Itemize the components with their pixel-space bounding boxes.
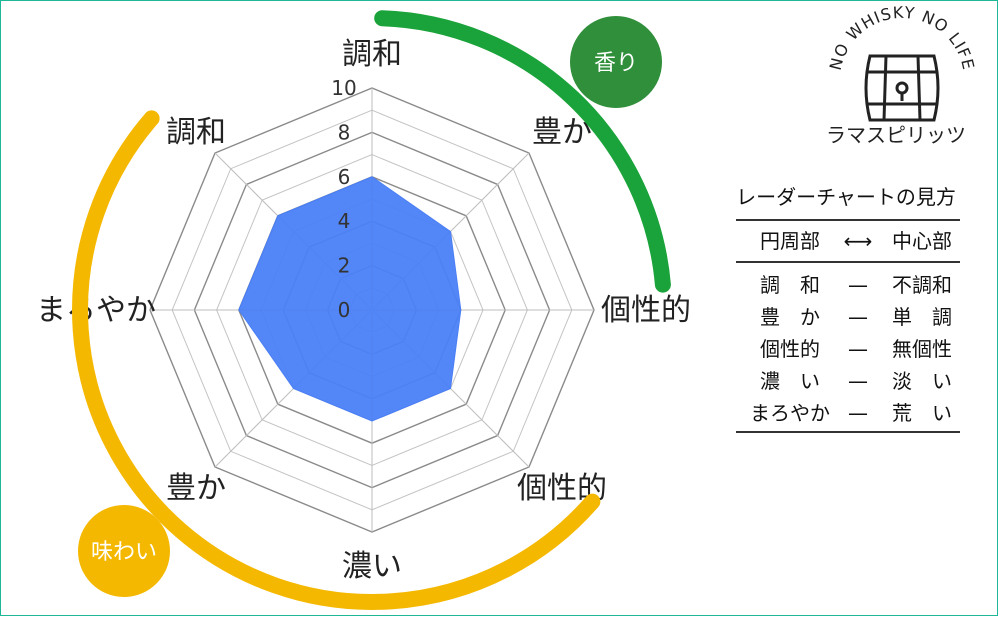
legend-row-left: まろやか: [750, 401, 830, 425]
legend-row-right: 淡 い: [892, 369, 952, 393]
axis-label: 調和: [342, 37, 402, 72]
legend-row-dash: —: [848, 273, 868, 297]
legend-row-right: 無個性: [892, 337, 952, 361]
aroma-badge-label: 香り: [594, 51, 638, 76]
radar-data-polygon: [238, 176, 462, 422]
taste-badge: 味わい: [78, 505, 170, 597]
axis-label: 濃い: [342, 549, 402, 584]
tick-label: 0: [338, 298, 351, 322]
radial-tick-labels: 0 2 4 6 8 10: [331, 76, 356, 322]
axis-label: 豊か: [532, 115, 592, 150]
logo: NO WHISKY NO LIFE ラマスピリッツ: [826, 3, 978, 147]
legend-row-dash: —: [848, 369, 868, 393]
axis-label: 豊か: [166, 471, 226, 506]
tick-label: 10: [331, 76, 356, 100]
legend-row-right: 不調和: [892, 273, 952, 297]
taste-group-arc: [71, 110, 601, 611]
legend-row-left: 個性的: [760, 337, 820, 361]
legend-title: レーダーチャートの見方: [736, 185, 956, 209]
tick-label: 8: [338, 120, 351, 144]
legend-row-right: 荒 い: [892, 401, 952, 425]
tick-label: 4: [338, 209, 351, 233]
tick-label: 2: [338, 254, 351, 278]
legend-row-dash: —: [848, 337, 868, 361]
barrel-icon: [864, 54, 940, 122]
axis-label: まろやか: [36, 293, 156, 328]
legend-row-left: 調 和: [760, 273, 820, 297]
legend-row-left: 濃 い: [760, 369, 820, 393]
legend-header-arrow: ⟷: [844, 229, 873, 253]
aroma-group-arc: [374, 10, 671, 293]
legend-header-left: 円周部: [760, 229, 820, 253]
aroma-badge: 香り: [570, 16, 662, 108]
legend-row-dash: —: [848, 401, 868, 425]
axis-label: 個性的: [601, 293, 691, 328]
legend-row-right: 単 調: [892, 305, 952, 329]
axis-label: 調和: [166, 115, 226, 150]
legend-header-right: 中心部: [892, 229, 952, 253]
logo-arc-text: NO WHISKY NO LIFE: [826, 3, 978, 72]
legend-row-dash: —: [848, 305, 868, 329]
logo-name: ラマスピリッツ: [826, 123, 966, 147]
tick-label: 6: [338, 165, 351, 189]
taste-badge-label: 味わい: [91, 540, 157, 565]
legend-row-left: 豊 か: [760, 305, 820, 329]
